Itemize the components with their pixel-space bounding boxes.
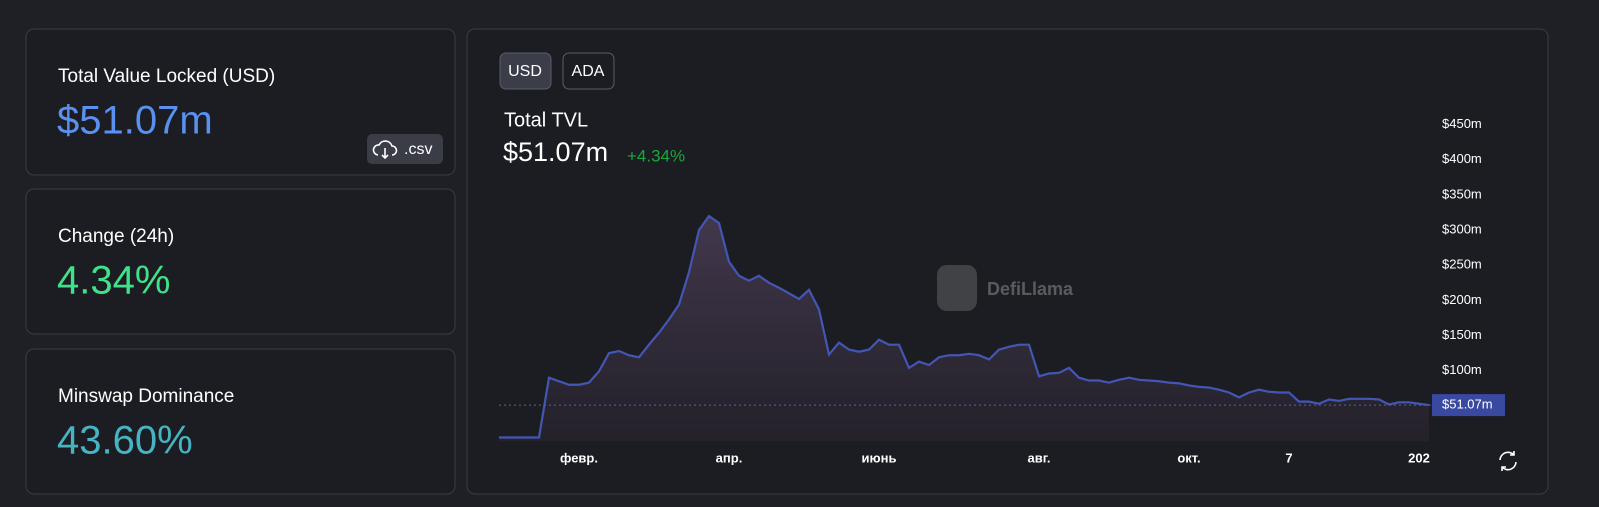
y-tick-label: $450m [1442, 116, 1482, 131]
x-tick-label: окт. [1177, 450, 1200, 465]
x-tick-label: авг. [1028, 450, 1051, 465]
refresh-icon [1499, 451, 1517, 471]
x-tick-label: июнь [862, 450, 897, 465]
csv-label: .csv [404, 141, 432, 158]
y-tick-label: $350m [1442, 186, 1482, 201]
download-icon [372, 140, 398, 160]
tvl-line [499, 214, 1430, 439]
toggle-label: ADA [572, 63, 605, 80]
current-value-label: $51.07m [1442, 397, 1493, 412]
watermark-text: DefiLlama [987, 279, 1074, 299]
chart-change: +4.34% [627, 146, 685, 165]
ada-toggle[interactable]: ADA [562, 52, 615, 90]
y-tick-label: $150m [1442, 327, 1482, 342]
y-tick-label: $100m [1442, 362, 1482, 377]
y-tick-label: $300m [1442, 222, 1482, 237]
x-tick-label: февр. [560, 450, 598, 465]
toggle-bg [499, 52, 552, 90]
y-tick-label: $400m [1442, 151, 1482, 166]
x-tick-label: апр. [716, 450, 743, 465]
toggle-bg [562, 52, 615, 90]
x-tick-label: 7 [1285, 450, 1292, 465]
card-value: 4.34% [57, 259, 170, 303]
x-tick-label: 202 [1408, 450, 1430, 465]
chart-title: Total TVL [504, 109, 588, 131]
csv-button[interactable]: .csv [367, 134, 443, 164]
card-label: Total Value Locked (USD) [58, 66, 275, 87]
watermark-logo [937, 265, 977, 311]
y-tick-label: $200m [1442, 292, 1482, 307]
chart-headline: $51.07m [503, 137, 608, 167]
card-value: 43.60% [57, 419, 193, 463]
current-value-box [1432, 394, 1505, 417]
card [25, 188, 456, 335]
card [25, 348, 456, 495]
y-tick-label: $250m [1442, 257, 1482, 272]
card [25, 28, 456, 176]
usd-toggle[interactable]: USD [499, 52, 552, 90]
card-label: Change (24h) [58, 226, 174, 247]
card-value: $51.07m [57, 99, 213, 143]
watermark: DefiLlama [937, 265, 1074, 311]
toggle-label: USD [508, 63, 542, 80]
refresh-button[interactable] [1499, 451, 1517, 471]
card-label: Minswap Dominance [58, 386, 234, 407]
area-fill [499, 216, 1429, 441]
